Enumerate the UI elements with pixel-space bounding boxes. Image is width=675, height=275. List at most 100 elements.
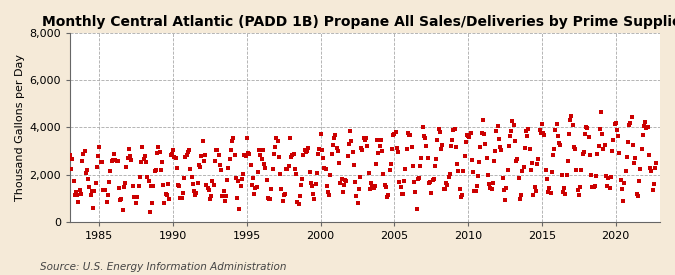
Point <box>532 162 543 167</box>
Point <box>567 123 578 127</box>
Point <box>181 152 192 157</box>
Point <box>577 152 588 157</box>
Point <box>323 190 333 194</box>
Point <box>622 139 633 144</box>
Point <box>272 139 283 143</box>
Point <box>176 196 187 200</box>
Point <box>589 183 600 188</box>
Point <box>493 137 504 141</box>
Point <box>400 167 411 172</box>
Point <box>136 159 146 164</box>
Point <box>604 186 615 191</box>
Point <box>259 161 269 166</box>
Point <box>574 192 585 197</box>
Point <box>591 174 601 178</box>
Point <box>537 122 547 127</box>
Point <box>533 157 543 162</box>
Point <box>610 121 621 125</box>
Point <box>178 191 188 196</box>
Point <box>489 159 500 163</box>
Point <box>466 158 477 163</box>
Point <box>306 184 317 188</box>
Point <box>140 160 151 165</box>
Point <box>393 150 404 154</box>
Point <box>379 183 390 188</box>
Point <box>517 169 528 174</box>
Point <box>381 184 392 189</box>
Point <box>86 189 97 194</box>
Point <box>191 191 202 195</box>
Point <box>561 173 572 177</box>
Point <box>414 176 425 180</box>
Point <box>341 179 352 183</box>
Point <box>244 152 254 156</box>
Point <box>643 125 653 129</box>
Point <box>348 163 359 167</box>
Point <box>353 187 364 191</box>
Point <box>410 190 421 194</box>
Point <box>345 129 356 133</box>
Point <box>477 118 488 123</box>
Point <box>154 149 165 154</box>
Point <box>574 185 585 189</box>
Point <box>388 133 399 137</box>
Point <box>390 130 401 135</box>
Point <box>373 151 384 155</box>
Point <box>619 181 630 185</box>
Point <box>308 191 319 196</box>
Point <box>497 176 508 180</box>
Point <box>79 148 90 153</box>
Point <box>601 184 612 188</box>
Point <box>201 182 212 187</box>
Point <box>647 188 658 192</box>
Point <box>522 134 533 138</box>
Point <box>453 169 464 173</box>
Point <box>479 132 489 136</box>
Point <box>200 153 211 158</box>
Text: Source: U.S. Energy Information Administration: Source: U.S. Energy Information Administ… <box>40 262 287 272</box>
Point <box>415 164 426 168</box>
Point <box>74 188 85 192</box>
Point <box>127 184 138 188</box>
Point <box>636 147 647 152</box>
Point <box>236 183 246 188</box>
Point <box>546 170 557 174</box>
Point <box>560 192 571 197</box>
Point <box>426 191 437 195</box>
Point <box>651 161 661 165</box>
Point <box>646 169 657 173</box>
Point <box>73 200 84 204</box>
Point <box>65 167 76 171</box>
Point <box>372 137 383 142</box>
Point <box>437 143 448 147</box>
Point <box>498 188 509 192</box>
Point <box>510 139 520 144</box>
Point <box>624 123 634 127</box>
Point <box>339 183 350 188</box>
Point <box>269 151 279 156</box>
Point <box>358 136 369 140</box>
Point <box>360 136 371 141</box>
Point <box>161 192 171 197</box>
Point <box>518 164 529 169</box>
Point <box>441 181 452 186</box>
Point <box>529 185 540 189</box>
Point <box>104 180 115 184</box>
Point <box>256 157 267 161</box>
Point <box>219 198 230 203</box>
Point <box>215 163 225 167</box>
Point <box>553 134 564 138</box>
Point <box>130 195 140 199</box>
Point <box>578 150 589 154</box>
Point <box>545 190 556 195</box>
Point <box>209 159 220 163</box>
Point <box>190 192 200 197</box>
Point <box>248 175 259 180</box>
Point <box>501 185 512 190</box>
Point <box>368 186 379 190</box>
Point <box>161 193 172 197</box>
Point <box>549 147 560 152</box>
Point <box>513 176 524 180</box>
Point <box>138 157 149 162</box>
Point <box>505 134 516 138</box>
